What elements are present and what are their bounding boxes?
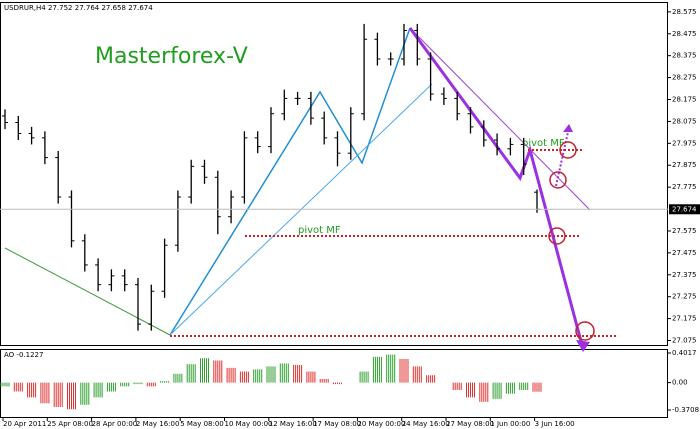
y-tick-label: 0.00 <box>672 379 688 387</box>
header-low: 27.658 <box>101 4 126 12</box>
y-tick-label: 28.575 <box>672 8 697 16</box>
x-tick-label: 2 May 16:00 <box>136 420 180 428</box>
header-open: 27.752 <box>48 4 73 12</box>
target-circle <box>575 321 595 341</box>
pivot-label: pivot MF <box>522 138 565 149</box>
x-tick-label: 12 May 16:00 <box>269 420 317 428</box>
forecast-arrow <box>555 131 569 187</box>
price-box <box>669 204 700 215</box>
header-high: 27.764 <box>75 4 100 12</box>
price-label: 27.674 <box>672 205 697 213</box>
y-tick-label: 27.475 <box>672 249 697 257</box>
x-tick-label: 10 May 00:00 <box>225 420 273 428</box>
header: USDRUR,H4 27.752 27.764 27.658 27.674 <box>4 4 153 12</box>
x-tick-label: 27 May 08:00 <box>446 420 494 428</box>
y-tick-label: 27.375 <box>672 271 697 279</box>
y-tick-label: 28.175 <box>672 96 697 104</box>
target-circle <box>559 141 577 159</box>
y-tick-label: 27.975 <box>672 139 697 147</box>
indicator-header: AO -0.1227 <box>4 351 43 359</box>
target-circle <box>549 171 567 189</box>
x-tick-label: 5 May 08:00 <box>180 420 224 428</box>
pivot-label: pivot MF <box>298 225 341 236</box>
x-tick-label: 28 Apr 00:00 <box>92 420 138 428</box>
arrow-head <box>563 124 573 132</box>
x-tick-label: 17 May 08:00 <box>313 420 361 428</box>
y-tick-label: 28.275 <box>672 74 697 82</box>
y-tick-label: 27.875 <box>672 161 697 169</box>
y-tick-label: 27.075 <box>672 337 697 345</box>
y-tick-label: 28.475 <box>672 30 697 38</box>
forecast-arrow <box>408 27 584 346</box>
arrow-head <box>576 340 590 352</box>
zigzag <box>169 27 411 336</box>
y-tick-label: 0.4017 <box>672 349 697 357</box>
x-tick-label: 20 Apr 2011 <box>3 420 46 428</box>
trend-line <box>409 27 591 211</box>
y-tick-label: 27.175 <box>672 315 697 323</box>
y-tick-label: 27.775 <box>672 183 697 191</box>
x-tick-label: 3 Jun 16:00 <box>535 420 575 428</box>
trend-line <box>4 247 171 336</box>
indicator-name: AO <box>4 351 15 359</box>
y-tick-label: 27.575 <box>672 227 697 235</box>
x-tick-label: 1 Jun 00:00 <box>490 420 530 428</box>
y-tick-label: 28.375 <box>672 52 697 60</box>
x-tick-label: 20 May 00:00 <box>357 420 405 428</box>
indicator-value: -0.1227 <box>16 351 43 359</box>
price-frame <box>0 2 668 346</box>
target-circle <box>548 227 566 245</box>
x-tick-label: 25 Apr 08:00 <box>47 420 93 428</box>
y-tick-label: -0.3708 <box>672 406 699 414</box>
y-tick-label: 27.275 <box>672 293 697 301</box>
x-tick-label: 24 May 16:00 <box>402 420 450 428</box>
y-tick-label: 28.075 <box>672 117 697 125</box>
symbol: USDRUR,H4 <box>4 4 46 12</box>
watermark: Masterforex-V <box>95 44 248 69</box>
header-close: 27.674 <box>128 4 153 12</box>
drawings <box>4 27 616 352</box>
